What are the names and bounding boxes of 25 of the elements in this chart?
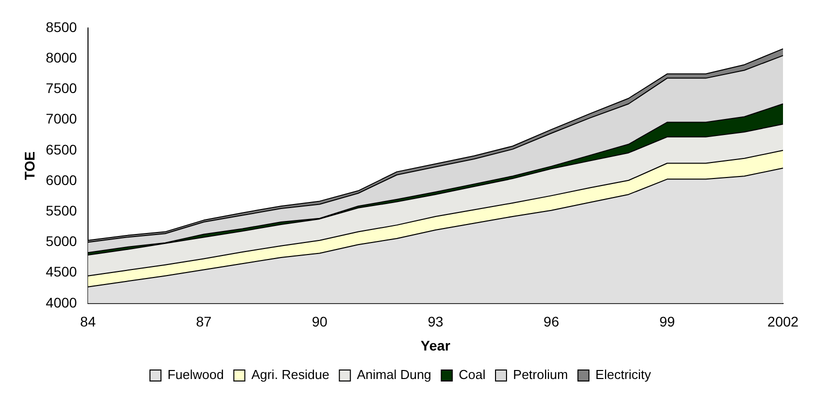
y-axis-title: TOE	[21, 151, 38, 180]
x-tick-label: 90	[312, 314, 328, 330]
y-tick-label: 5000	[46, 233, 78, 250]
y-tick-label: 5500	[46, 202, 78, 218]
x-tick-label: 2002	[767, 314, 799, 330]
x-tick-label: 99	[659, 314, 676, 330]
legend-label: Animal Dung	[356, 367, 432, 382]
legend-label: Petrolium	[513, 367, 568, 382]
legend-label: Coal	[458, 367, 486, 382]
x-tick-label: 84	[80, 314, 96, 330]
y-tick-label: 6500	[46, 141, 78, 158]
y-tick-label: 7500	[46, 80, 78, 96]
x-tick-label: 93	[428, 314, 444, 330]
y-tick-label: 4000	[46, 294, 78, 310]
x-axis-title: Year	[420, 337, 451, 354]
x-tick-label: 96	[544, 314, 560, 330]
y-tick-label: 8500	[46, 18, 78, 35]
y-tick-label: 8000	[46, 49, 78, 66]
y-tick-label: 4500	[46, 264, 78, 280]
legend-label: Fuelwood	[167, 367, 224, 382]
legend-label: Electricity	[595, 367, 652, 382]
x-tick-label: 87	[196, 314, 212, 330]
legend-label: Agri. Residue	[251, 367, 330, 382]
y-tick-label: 7000	[46, 110, 78, 127]
y-tick-label: 6000	[46, 172, 78, 188]
